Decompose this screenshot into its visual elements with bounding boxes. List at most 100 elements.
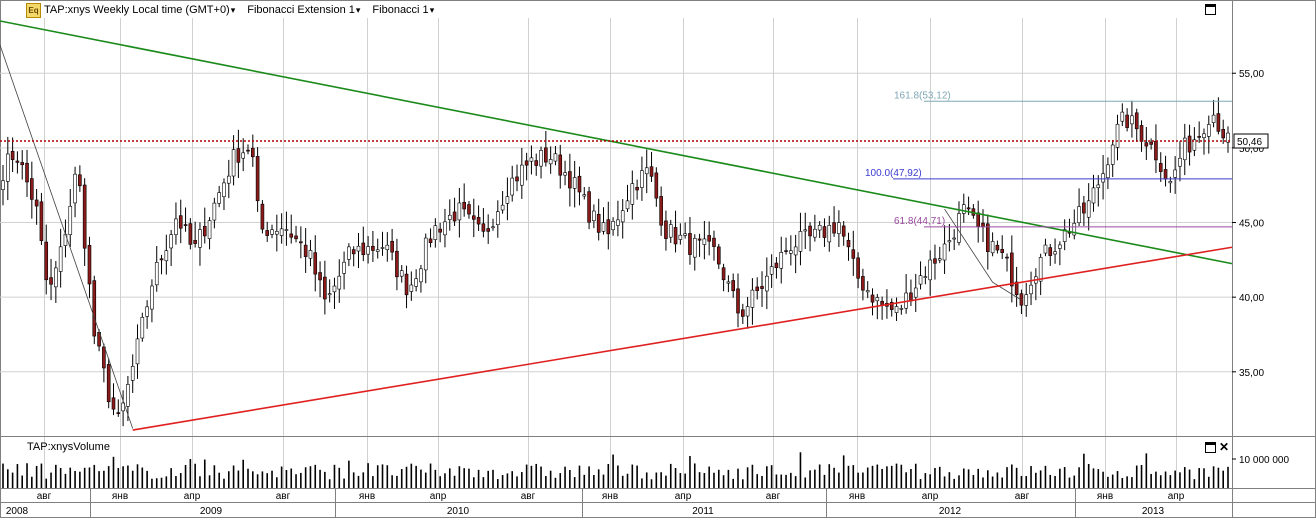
candle-body [6, 153, 10, 182]
candle-body [524, 160, 529, 166]
candle-body [563, 172, 567, 176]
year-label: 2008 [6, 506, 29, 517]
candle-body [299, 241, 303, 244]
candle-body [284, 229, 289, 231]
candle-body [769, 266, 774, 275]
candle-body [496, 211, 500, 225]
candle-body [202, 226, 207, 237]
candle-body [1216, 113, 1221, 132]
candle-body [668, 224, 673, 238]
candle-body [92, 280, 97, 337]
candle-body [1187, 135, 1192, 153]
candle-body [832, 222, 836, 234]
candle-body [990, 241, 995, 254]
candle-body [1110, 144, 1115, 165]
candle-body [438, 228, 442, 233]
candle-body [351, 249, 356, 255]
candle-body [957, 213, 961, 243]
candle-body [837, 222, 841, 234]
candle-body [760, 286, 764, 289]
month-label: янв [1097, 491, 1113, 502]
candle-body [178, 215, 183, 229]
fibonacci-dropdown[interactable]: Fibonacci 1 [372, 4, 434, 16]
candle-body [692, 238, 697, 258]
candle-body [207, 220, 212, 239]
candle-body [188, 223, 193, 245]
candle-body [457, 202, 462, 221]
candle-body [558, 154, 563, 176]
candle-body [251, 147, 255, 158]
candle-body [404, 273, 409, 296]
candle-body [697, 238, 702, 241]
candle-body [961, 204, 966, 214]
candle-body [808, 225, 812, 237]
green-trendline [0, 20, 1233, 265]
candle-body [1134, 112, 1139, 130]
candle-body [813, 228, 817, 238]
volume-panel-close-icon[interactable]: ✕ [1219, 440, 1230, 454]
candle-body [1158, 163, 1163, 172]
candle-body [1149, 141, 1153, 145]
candle-body [947, 240, 952, 243]
candle-body [510, 177, 515, 196]
candle-body [568, 171, 572, 189]
candle-body [433, 225, 438, 240]
candle-body [395, 250, 399, 278]
candle-body [875, 297, 880, 302]
candle-body [150, 285, 154, 310]
month-label: авг [37, 491, 52, 502]
candle-body [327, 293, 332, 296]
candle-body [241, 152, 245, 159]
price-panel-maximize-icon[interactable] [1205, 4, 1216, 15]
candle-body [130, 366, 135, 381]
candle-body [294, 235, 298, 240]
volume-panel-maximize-icon[interactable] [1205, 442, 1216, 453]
chart-header: Eq TAP:xnys Weekly Local time (GMT+0) Fi… [0, 2, 446, 18]
candle-body [851, 249, 856, 259]
candle-body [688, 233, 692, 255]
candle-body [515, 176, 519, 182]
candle-body [649, 166, 654, 177]
candle-body [1221, 129, 1225, 139]
candle-body [544, 147, 548, 163]
month-label: авг [1015, 491, 1030, 502]
candle-body [135, 338, 140, 365]
symbol-dropdown[interactable]: TAP:xnys Weekly Local time (GMT+0) [44, 4, 235, 16]
candle-body [745, 306, 750, 317]
volume-panel-title: TAP:xnysVolume [27, 441, 110, 453]
candle-body [529, 157, 534, 162]
candle-body [981, 222, 985, 228]
candle-body [279, 228, 284, 236]
fib-extension-dropdown[interactable]: Fibonacci Extension 1 [247, 4, 360, 16]
candle-body [1096, 184, 1101, 189]
candle-body [1178, 157, 1182, 167]
candle-body [30, 178, 34, 200]
red-trendline [132, 246, 1233, 431]
candle-body [1192, 139, 1197, 151]
equity-icon[interactable]: Eq [26, 2, 41, 18]
candle-body [476, 217, 481, 225]
fib-level-label: 61.8(44,71) [894, 216, 945, 227]
price-tick-label: 55,00 [1239, 69, 1264, 80]
candle-body [428, 238, 433, 244]
price-tick-label: 45,00 [1239, 219, 1264, 230]
candle-body [481, 223, 486, 232]
candle-body [236, 148, 241, 163]
candle-body [803, 229, 808, 232]
candle-body [303, 244, 308, 257]
candle-body [385, 244, 390, 250]
candle-body [923, 276, 928, 278]
candle-body [1086, 200, 1091, 218]
candle-body [1202, 133, 1206, 138]
candle-body [174, 218, 178, 235]
month-label: апр [675, 491, 692, 502]
candle-body [226, 175, 231, 184]
candle-body [217, 192, 221, 204]
candle-body [375, 249, 380, 252]
candle-body [933, 258, 937, 264]
candle-body [644, 167, 649, 175]
candle-body [784, 250, 788, 252]
candle-body [572, 177, 577, 189]
